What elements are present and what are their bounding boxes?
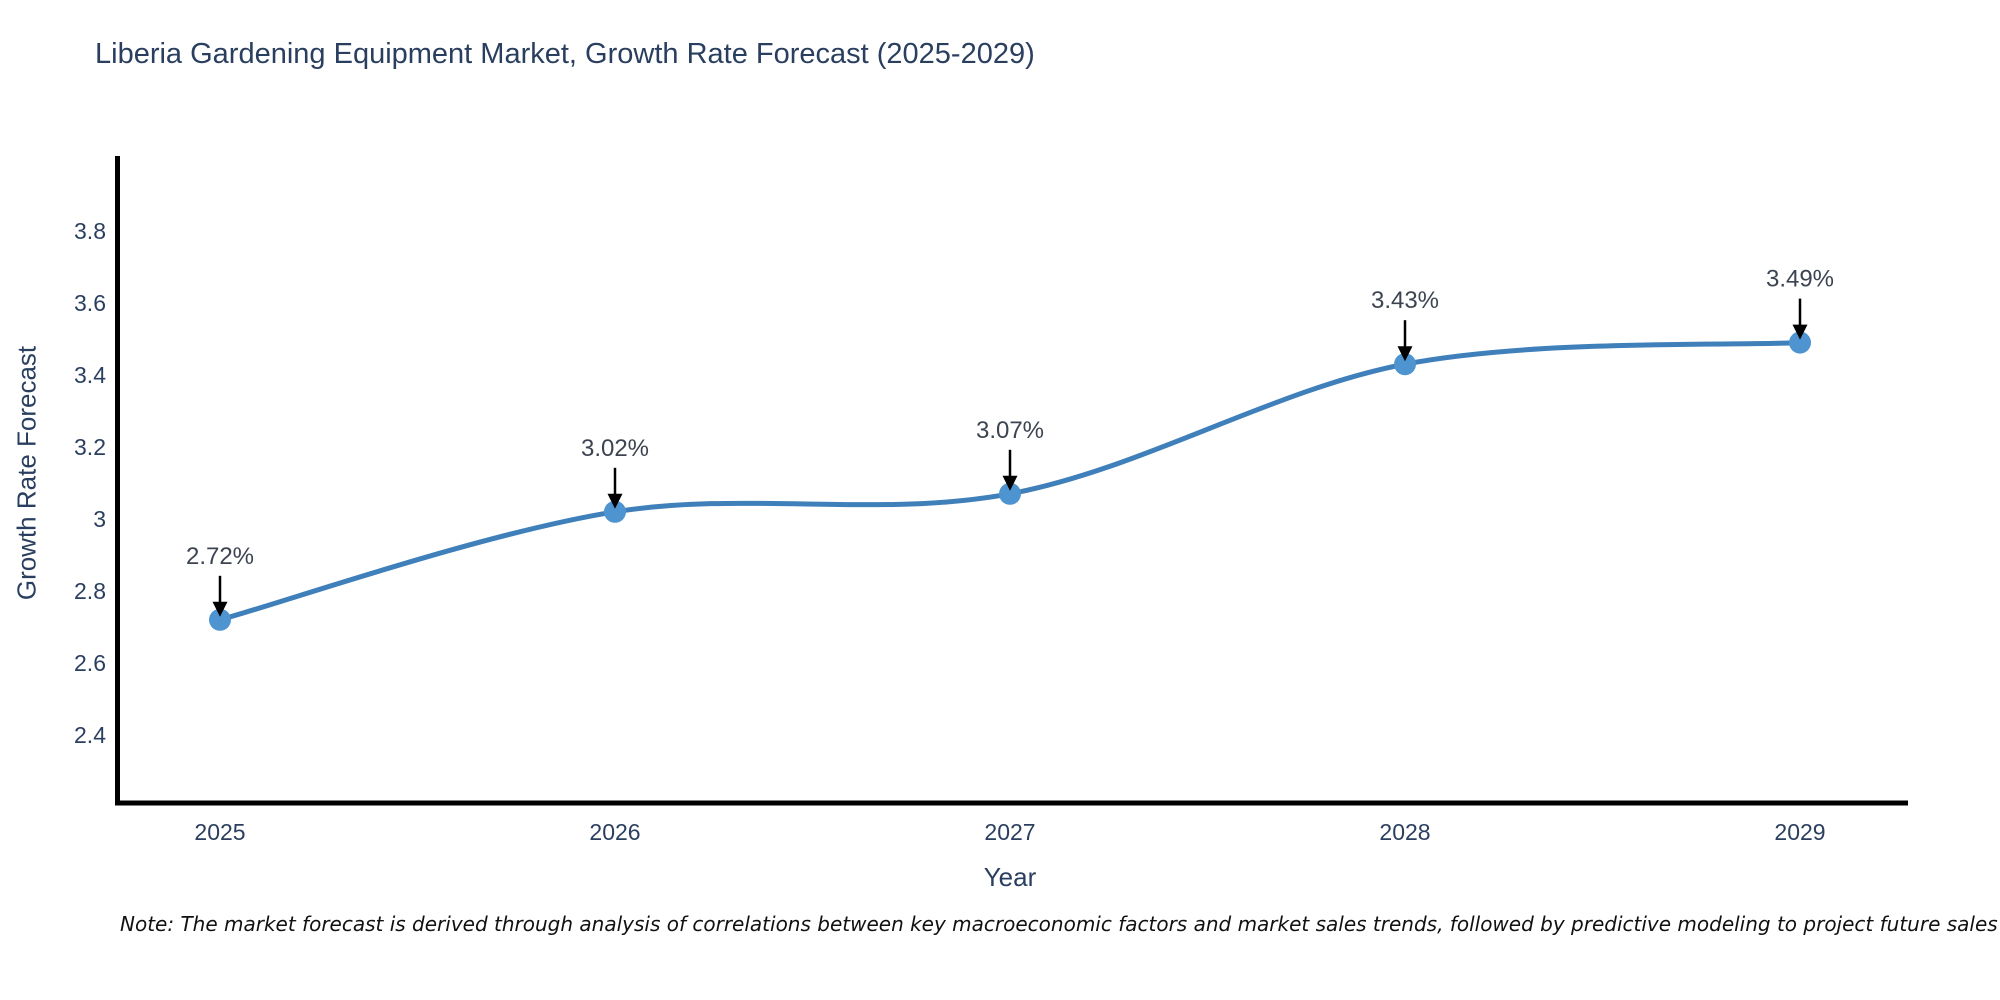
y-tick-label: 2.6 [74, 650, 106, 676]
data-point-marker [999, 482, 1021, 505]
data-point-label: 3.07% [976, 417, 1044, 444]
chart-title: Liberia Gardening Equipment Market, Grow… [95, 38, 1035, 70]
data-point-marker [604, 500, 626, 523]
annotation-arrow-head [1002, 475, 1018, 491]
y-tick-label: 3.4 [74, 362, 106, 388]
x-axis-title: Year [983, 862, 1037, 892]
y-tick-label: 2.8 [74, 578, 106, 604]
annotation-arrow-head [607, 493, 623, 509]
data-point-label: 3.43% [1371, 287, 1439, 314]
y-tick-label: 3.2 [74, 434, 106, 460]
x-tick-label: 2029 [1774, 819, 1825, 845]
x-tick-label: 2027 [984, 819, 1035, 845]
y-tick-label: 2.4 [74, 722, 106, 748]
y-tick-label: 3 [93, 506, 106, 532]
data-point-label: 2.72% [186, 543, 254, 570]
x-tick-label: 2028 [1379, 819, 1430, 845]
y-tick-label: 3.6 [74, 290, 106, 316]
data-point-marker [209, 608, 231, 631]
annotation-arrow-head [212, 601, 228, 617]
x-tick-label: 2026 [589, 819, 640, 845]
data-point-marker [1394, 353, 1416, 376]
y-tick-label: 3.8 [74, 218, 106, 244]
chart-footnote: Note: The market forecast is derived thr… [120, 912, 1998, 936]
annotation-arrow-head [1397, 346, 1413, 362]
data-point-marker [1789, 331, 1811, 354]
annotation-arrow-head [1792, 324, 1808, 340]
data-point-label: 3.49% [1766, 266, 1834, 293]
data-point-label: 3.02% [581, 435, 649, 462]
x-tick-label: 2025 [194, 819, 245, 845]
